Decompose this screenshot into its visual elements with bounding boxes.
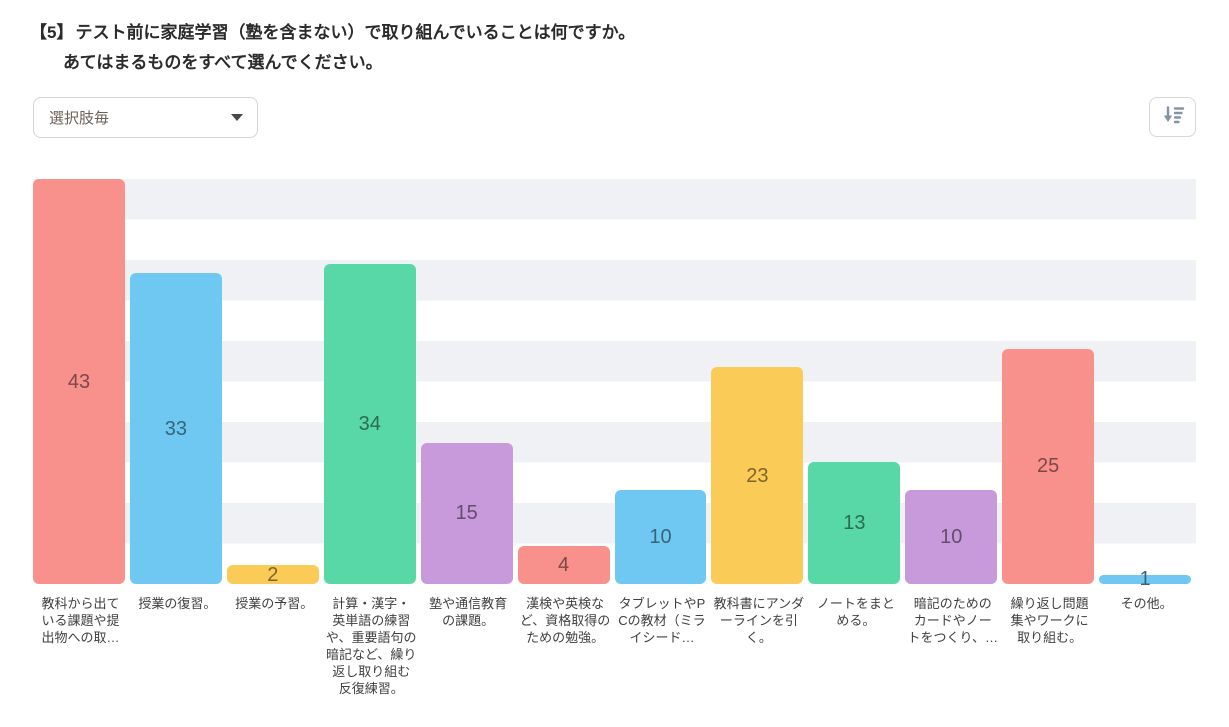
bar-value-label: 25 <box>1037 455 1060 478</box>
bar-slot: 43 <box>33 179 130 584</box>
bar-2[interactable]: 33 <box>129 273 222 584</box>
bar-6[interactable]: 4 <box>517 546 610 584</box>
bar-4[interactable]: 34 <box>323 263 416 584</box>
bar-slot: 10 <box>905 179 1002 584</box>
x-axis-label: ノートをまとめる。 <box>816 596 895 628</box>
bar-value-label: 34 <box>358 412 381 435</box>
x-axis-label: 授業の復習。 <box>138 596 217 611</box>
bar-slot: 4 <box>517 179 615 584</box>
chart-plot-area: 43 33 2 34 15 4 10 23 13 10 25 1 <box>33 179 1196 589</box>
x-axis-label: 教科から出ている課題や提出物への取… <box>41 596 120 645</box>
sort-descending-icon <box>1161 105 1185 130</box>
x-axis-label: タブレットやPCの教材（ミライシード… <box>618 596 706 645</box>
bar-slot: 15 <box>420 179 518 584</box>
toolbar: 選択肢毎 <box>33 97 1196 138</box>
question-title: 【5】 テスト前に家庭学習（塾を含まない）で取り組んでいることは何ですか。 <box>30 18 1199 48</box>
bar-slot: 34 <box>323 179 421 584</box>
bar-value-label: 4 <box>558 554 570 577</box>
bar-value-label: 10 <box>649 525 672 548</box>
question-text: テスト前に家庭学習（塾を含まない）で取り組んでいることは何ですか。 <box>75 23 636 42</box>
bar-1[interactable]: 43 <box>33 179 125 584</box>
x-axis-label: 計算・漢字・英単語の練習や、重要語句の暗記など、繰り返し取り組む反復練習。 <box>325 596 417 696</box>
bar-12[interactable]: 1 <box>1099 569 1192 589</box>
bar-value-label: 33 <box>164 417 187 440</box>
x-axis-label: 授業の予習。 <box>235 596 314 611</box>
bar-value-label: 43 <box>67 370 91 393</box>
bar-11[interactable]: 25 <box>1002 348 1095 584</box>
x-axis-label: その他。 <box>1120 596 1173 611</box>
bar-value-label: 10 <box>940 525 963 548</box>
bar-chart: 43 33 2 34 15 4 10 23 13 10 25 1 教科から出ている課題や提出物への取…… <box>33 179 1196 697</box>
bar-value-label: 13 <box>843 511 866 534</box>
x-axis-label: 教科書にアンダーラインを引く。 <box>713 596 805 645</box>
bar-slot: 1 <box>1099 179 1196 589</box>
chart-x-labels: 教科から出ている課題や提出物への取… 授業の復習。 授業の予習。 計算・漢字・英単語の… <box>33 595 1196 697</box>
bar-slot: 10 <box>614 179 712 584</box>
x-axis-label: 塾や通信教育の課題。 <box>429 596 508 628</box>
x-axis-label: 繰り返し問題集やワークに取り組む。 <box>1010 596 1089 645</box>
x-axis-label: 暗記のためのカードやノートをつくり、… <box>907 596 998 645</box>
group-by-dropdown-value: 選択肢毎 <box>49 110 110 127</box>
bar-slot: 25 <box>1002 179 1099 584</box>
bar-3[interactable]: 2 <box>226 563 319 586</box>
bar-value-label: 1 <box>1139 568 1151 591</box>
bar-value-label: 23 <box>746 464 769 487</box>
bar-8[interactable]: 23 <box>711 367 804 584</box>
x-axis-label: 漢検や英検など、資格取得のための勉強。 <box>519 596 611 645</box>
question-number: 【5】 <box>30 23 74 42</box>
chevron-down-icon <box>231 114 243 121</box>
bar-7[interactable]: 10 <box>614 489 707 584</box>
question-subtitle: あてはまるものをすべて選んでください。 <box>63 53 383 72</box>
group-by-dropdown[interactable]: 選択肢毎 <box>33 97 258 138</box>
bar-slot: 23 <box>711 179 808 584</box>
bar-slot: 2 <box>226 179 324 586</box>
bar-9[interactable]: 13 <box>808 461 901 584</box>
bar-value-label: 2 <box>267 563 279 586</box>
bar-10[interactable]: 10 <box>905 489 998 584</box>
bar-slot: 13 <box>808 179 905 584</box>
bar-slot: 33 <box>129 179 227 584</box>
question-header: 【5】 テスト前に家庭学習（塾を含まない）で取り組んでいることは何ですか。 あては… <box>0 0 1229 78</box>
bar-5[interactable]: 15 <box>420 442 513 584</box>
sort-button[interactable] <box>1149 97 1196 137</box>
bar-value-label: 15 <box>455 502 478 525</box>
